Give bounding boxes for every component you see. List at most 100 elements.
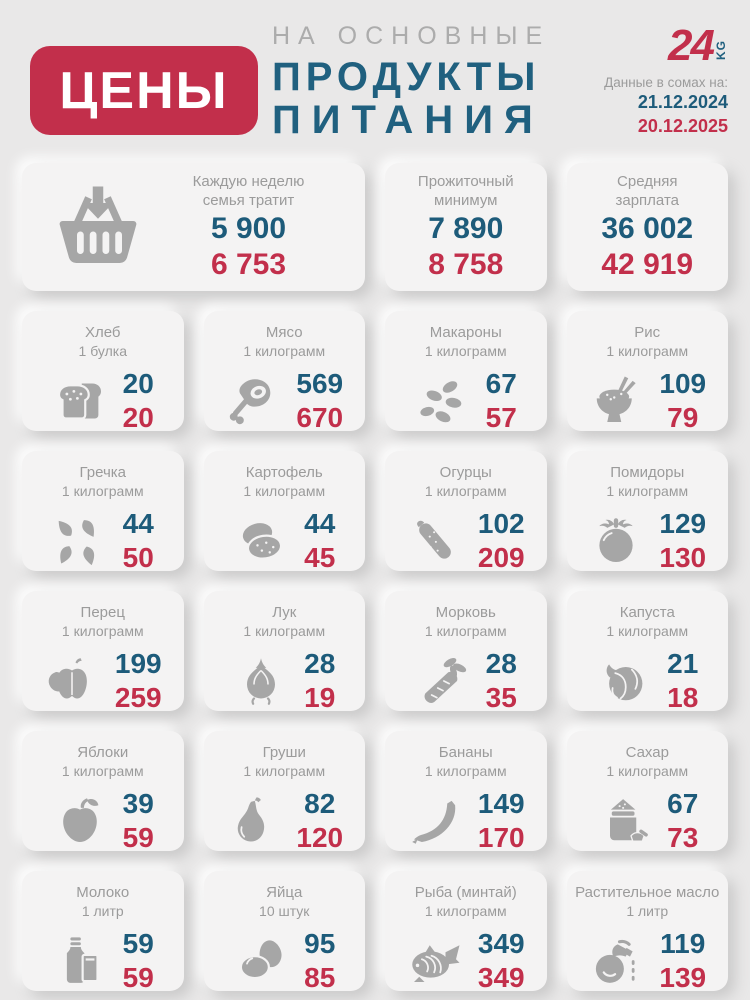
sugar-icon [596,793,652,849]
price-2025: 120 [296,821,344,853]
price-badge: ЦЕНЫ [30,46,258,135]
logo-number: 24 [668,21,715,70]
product-card-pears: Груши 1 килограмм 82 120 [203,731,365,853]
summary-value-2025: 6 753 [210,247,287,281]
cabbage-icon [596,653,652,709]
price-2025: 85 [304,961,336,993]
price-2024: 21 [667,648,699,680]
summary-label: Средняя зарплата [616,172,680,211]
price-2025: 18 [667,681,699,713]
product-name: Хлеб [84,324,121,341]
price-2025: 259 [114,681,162,713]
product-card-potato: Картофель 1 килограмм 44 45 [203,451,365,573]
product-unit: 1 литр [626,902,669,919]
product-unit: 1 килограмм [61,622,144,639]
price-2024: 109 [659,368,707,400]
price-2025: 79 [667,401,699,433]
price-2025: 35 [485,681,517,713]
product-name: Рис [634,324,661,341]
product-unit: 1 килограмм [243,482,326,499]
product-card-pepper: Перец 1 килограмм 199 259 [22,591,184,713]
product-unit: 1 килограмм [606,482,689,499]
product-unit: 1 булка [78,342,127,359]
product-card-bread: Хлеб 1 булка 20 20 [22,311,184,433]
price-2025: 59 [122,821,154,853]
product-unit: 1 килограмм [606,762,689,779]
price-2025: 59 [122,961,154,993]
product-unit: 1 килограмм [424,762,507,779]
price-2024: 44 [304,508,336,540]
product-card-buckwheat: Гречка 1 килограмм 44 50 [22,451,184,573]
subtitle: НА ОСНОВНЫЕ [272,22,551,50]
title-line-1: ПРОДУКТЫ [272,55,541,99]
eggs-icon [233,933,289,989]
product-name: Перец [80,604,125,621]
product-card-eggs: Яйца 10 штук 95 85 [203,871,365,993]
product-card-tomato: Помидоры 1 килограмм 129 130 [566,451,728,573]
price-2024: 20 [122,368,154,400]
product-name: Картофель [245,464,323,481]
potato-icon [233,513,289,569]
summary-value-2024: 5 900 [210,211,287,245]
product-unit: 1 килограмм [243,342,326,359]
meat-icon [225,373,281,429]
price-2025: 670 [296,401,344,433]
product-card-apples: Яблоки 1 килограмм 39 59 [22,731,184,853]
product-unit: 10 штук [259,902,310,919]
price-2025: 19 [304,681,336,713]
product-unit: 1 килограмм [243,622,326,639]
price-2024: 67 [667,788,699,820]
summary-label: Каждую неделю семья тратит [146,172,351,211]
price-2024: 44 [122,508,154,540]
product-name: Груши [262,744,306,761]
buckwheat-icon [52,513,108,569]
price-2024: 28 [485,648,517,680]
summary-card-living-wage: Прожиточный минимум 7 890 8 758 [385,163,547,291]
product-unit: 1 килограмм [61,482,144,499]
price-2025: 349 [477,961,525,993]
product-card-cabbage: Капуста 1 килограмм 21 18 [566,591,728,713]
product-card-pasta: Макароны 1 килограмм 67 57 [385,311,547,433]
product-name: Сахар [625,744,669,761]
summary-value-2024: 36 002 [601,211,694,245]
product-card-meat: Мясо 1 килограмм 569 670 [203,311,365,433]
product-name: Мясо [265,324,303,341]
title-block: НА ОСНОВНЫЕ ПРОДУКТЫ ПИТАНИЯ [272,24,550,142]
banana-icon [407,793,463,849]
product-name: Яблоки [77,744,129,761]
price-2024: 95 [304,928,336,960]
price-2024: 569 [296,368,344,400]
tomato-icon [588,513,644,569]
header: ЦЕНЫ НА ОСНОВНЫЕ ПРОДУКТЫ ПИТАНИЯ 24 KG … [0,0,750,150]
product-card-fish: Рыба (минтай) 1 килограмм 349 349 [385,871,547,993]
product-name: Макароны [429,324,502,341]
oil-icon [588,933,644,989]
product-card-cucumber: Огурцы 1 килограмм 102 209 [385,451,547,573]
pear-icon [225,793,281,849]
product-name: Морковь [435,604,496,621]
product-name: Лук [272,604,297,621]
rice-icon [588,373,644,429]
price-2024: 102 [477,508,525,540]
price-2024: 119 [660,928,706,960]
carrot-icon [415,653,471,709]
product-name: Бананы [438,744,493,761]
product-unit: 1 литр [81,902,124,919]
summary-value-2025: 8 758 [428,247,504,281]
price-2024: 28 [304,648,336,680]
summary-label-line2: минимум [434,192,498,209]
pasta-icon [415,373,471,429]
brand-block: 24 KG Данные в сомах на: 21.12.2024 20.1… [604,21,728,138]
summary-card-weekly-spend: Каждую неделю семья тратит 5 900 6 753 [22,163,365,291]
price-2025: 139 [659,961,707,993]
cards-grid: Каждую неделю семья тратит 5 900 6 753 П… [0,150,750,993]
basket-icon [50,179,146,275]
price-2025: 170 [477,821,525,853]
apple-icon [52,793,108,849]
product-unit: 1 килограмм [61,762,144,779]
onion-icon [233,653,289,709]
price-2025: 45 [304,541,336,573]
product-unit: 1 килограмм [606,342,689,359]
product-card-rice: Рис 1 килограмм 109 79 [566,311,728,433]
